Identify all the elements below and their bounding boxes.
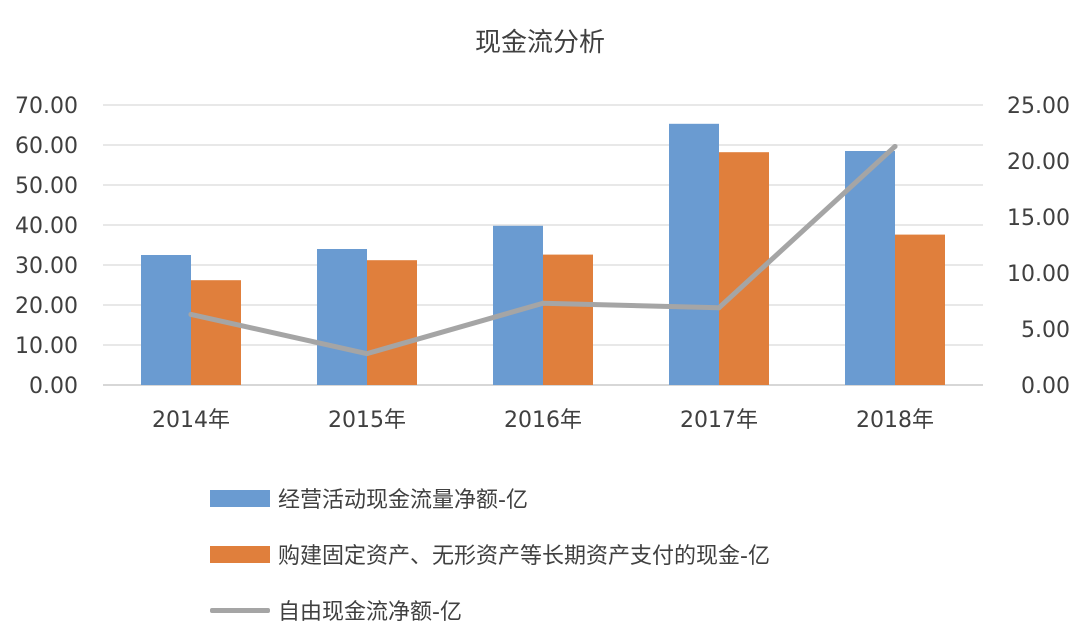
bar-capex xyxy=(367,260,417,385)
y-left-tick-label: 10.00 xyxy=(15,334,78,359)
y-right-tick-label: 5.00 xyxy=(1021,318,1070,343)
legend-swatch-blue xyxy=(210,489,270,507)
legend-label: 经营活动现金流量净额-亿 xyxy=(278,488,528,513)
chart-plot-area: 0.00 10.00 20.00 30.00 40.00 50.00 60.00 70.00 0… xyxy=(15,94,1070,433)
legend: 经营活动现金流量净额-亿 购建固定资产、无形资产等长期资产支付的现金-亿 自由现… xyxy=(210,470,770,638)
x-tick-label: 2014年 xyxy=(152,408,230,433)
legend-line-gray xyxy=(210,607,270,613)
y-left-tick-label: 60.00 xyxy=(15,134,78,159)
bar-capex xyxy=(895,234,945,385)
line-point xyxy=(716,305,722,311)
y-left-tick-label: 30.00 xyxy=(15,254,78,279)
y-right-tick-label: 25.00 xyxy=(1007,94,1070,119)
y-left-tick-label: 50.00 xyxy=(15,174,78,199)
line-point xyxy=(540,300,546,306)
x-tick-label: 2018年 xyxy=(856,408,934,433)
legend-item-free-cashflow: 自由现金流净额-亿 xyxy=(210,582,770,638)
legend-item-capex: 购建固定资产、无形资产等长期资产支付的现金-亿 xyxy=(210,526,770,582)
chart-title: 现金流分析 xyxy=(474,28,605,58)
bar-operating xyxy=(845,151,895,385)
bar-operating xyxy=(317,249,367,385)
bar-capex xyxy=(543,254,593,385)
x-tick-label: 2017年 xyxy=(680,408,758,433)
x-tick-label: 2016年 xyxy=(504,408,582,433)
bars xyxy=(141,123,945,386)
axis-labels: 0.00 10.00 20.00 30.00 40.00 50.00 60.00 70.00 0… xyxy=(15,94,1070,433)
bar-capex xyxy=(191,280,241,385)
line-point xyxy=(364,351,370,357)
y-left-tick-label: 70.00 xyxy=(15,94,78,119)
y-left-tick-label: 40.00 xyxy=(15,214,78,239)
y-left-tick-label: 0.00 xyxy=(29,374,78,399)
line-series xyxy=(188,143,898,357)
legend-swatch-orange xyxy=(210,545,270,563)
legend-item-operating-cashflow: 经营活动现金流量净额-亿 xyxy=(210,470,770,526)
y-right-tick-label: 20.00 xyxy=(1007,150,1070,175)
bar-operating xyxy=(669,123,719,386)
y-right-tick-label: 10.00 xyxy=(1007,262,1070,287)
y-left-tick-label: 20.00 xyxy=(15,294,78,319)
legend-label: 自由现金流净额-亿 xyxy=(278,600,462,625)
bar-operating xyxy=(141,255,191,385)
y-right-tick-label: 0.00 xyxy=(1021,374,1070,399)
x-tick-label: 2015年 xyxy=(328,408,406,433)
line-point xyxy=(892,143,898,149)
line-point xyxy=(188,311,194,317)
legend-label: 购建固定资产、无形资产等长期资产支付的现金-亿 xyxy=(278,544,770,569)
y-right-tick-label: 15.00 xyxy=(1007,206,1070,231)
